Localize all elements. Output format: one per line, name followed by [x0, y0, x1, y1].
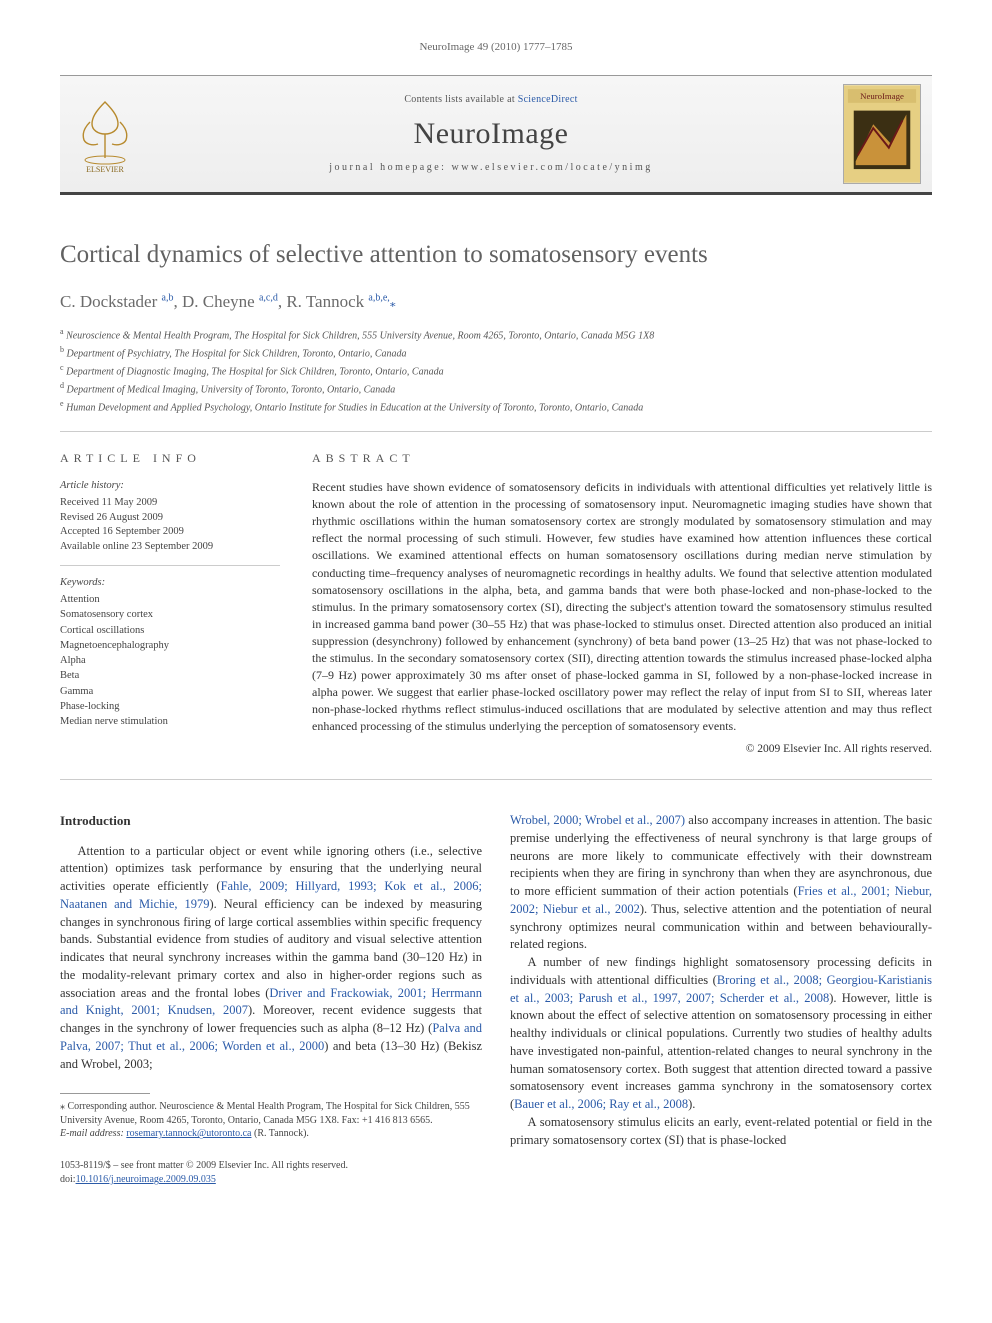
affil-text-d: Department of Medical Imaging, Universit… — [67, 384, 396, 395]
affiliations-block: a Neuroscience & Mental Health Program, … — [60, 326, 932, 432]
article-title: Cortical dynamics of selective attention… — [60, 237, 932, 272]
abstract-text: Recent studies have shown evidence of so… — [312, 479, 932, 734]
affil-key-b: b — [60, 345, 64, 354]
keyword-4: Alpha — [60, 653, 280, 668]
history-line-0: Received 11 May 2009 — [60, 496, 280, 511]
author-1-affil: a,b — [162, 293, 174, 304]
article-info-column: article info Article history: Received 1… — [60, 450, 280, 757]
elsevier-tree-icon: ELSEVIER — [70, 94, 140, 174]
author-1-name: C. Dockstader — [60, 292, 157, 311]
corresponding-email-link[interactable]: rosemary.tannock@utoronto.ca — [126, 1128, 251, 1139]
affiliation-e: e Human Development and Applied Psycholo… — [60, 398, 932, 416]
doi-prefix: doi: — [60, 1174, 76, 1185]
body-two-columns: Introduction Attention to a particular o… — [60, 812, 932, 1187]
intro-paragraph-3: A number of new findings highlight somat… — [510, 954, 932, 1114]
keyword-0: Attention — [60, 592, 280, 607]
info-and-abstract-row: article info Article history: Received 1… — [60, 450, 932, 780]
homepage-url: www.elsevier.com/locate/ynimg — [451, 162, 652, 173]
journal-cover-icon: NeuroImage — [843, 84, 921, 184]
footnotes-block: ⁎ Corresponding author. Neuroscience & M… — [60, 1100, 482, 1141]
keywords-list: Attention Somatosensory cortex Cortical … — [60, 592, 280, 729]
history-label: Article history: — [60, 479, 280, 494]
keyword-5: Beta — [60, 668, 280, 683]
doi-line: doi:10.1016/j.neuroimage.2009.09.035 — [60, 1173, 482, 1187]
article-history-block: Article history: Received 11 May 2009 Re… — [60, 479, 280, 565]
email-attribution: (R. Tannock). — [254, 1128, 309, 1139]
cover-title-text: NeuroImage — [860, 91, 904, 101]
affiliation-d: d Department of Medical Imaging, Univers… — [60, 380, 932, 398]
affiliation-c: c Department of Diagnostic Imaging, The … — [60, 362, 932, 380]
author-2-name: D. Cheyne — [182, 292, 255, 311]
history-line-3: Available online 23 September 2009 — [60, 540, 280, 555]
author-3-name: R. Tannock — [286, 292, 364, 311]
corresponding-star-icon: ⁎ — [390, 296, 396, 310]
author-2-affil: a,c,d — [259, 293, 278, 304]
intro-paragraph-4: A somatosensory stimulus elicits an earl… — [510, 1114, 932, 1150]
journal-cover-box: NeuroImage — [832, 76, 932, 192]
history-line-2: Accepted 16 September 2009 — [60, 525, 280, 540]
footnote-rule — [60, 1093, 150, 1094]
journal-masthead: ELSEVIER Contents lists available at Sci… — [60, 75, 932, 195]
keywords-label: Keywords: — [60, 576, 280, 591]
running-header: NeuroImage 49 (2010) 1777–1785 — [60, 40, 932, 55]
affil-key-e: e — [60, 399, 64, 408]
abstract-copyright: © 2009 Elsevier Inc. All rights reserved… — [312, 741, 932, 757]
affil-text-a: Neuroscience & Mental Health Program, Th… — [66, 331, 654, 342]
affil-key-c: c — [60, 363, 64, 372]
author-3-affil: a,b,e, — [368, 293, 389, 304]
intro-paragraph-2: Wrobel, 2000; Wrobel et al., 2007) also … — [510, 812, 932, 954]
contents-available-line: Contents lists available at ScienceDirec… — [150, 93, 832, 107]
email-footnote: E-mail address: rosemary.tannock@utoront… — [60, 1127, 482, 1141]
masthead-center: Contents lists available at ScienceDirec… — [150, 76, 832, 192]
publisher-logo-box: ELSEVIER — [60, 76, 150, 192]
author-3: R. Tannock a,b,e,⁎ — [286, 292, 395, 311]
affil-text-c: Department of Diagnostic Imaging, The Ho… — [66, 366, 444, 377]
contents-prefix: Contents lists available at — [404, 94, 517, 105]
keyword-6: Gamma — [60, 684, 280, 699]
affil-text-b: Department of Psychiatry, The Hospital f… — [67, 348, 407, 359]
page-footer: 1053-8119/$ – see front matter © 2009 El… — [60, 1159, 482, 1187]
affiliation-a: a Neuroscience & Mental Health Program, … — [60, 326, 932, 344]
affiliation-b: b Department of Psychiatry, The Hospital… — [60, 344, 932, 362]
article-info-heading: article info — [60, 450, 280, 467]
abstract-column: abstract Recent studies have shown evide… — [312, 450, 932, 757]
body-column-left: Introduction Attention to a particular o… — [60, 812, 482, 1187]
intro-paragraph-1: Attention to a particular object or even… — [60, 843, 482, 1074]
affil-text-e: Human Development and Applied Psychology… — [66, 402, 643, 413]
front-matter-line: 1053-8119/$ – see front matter © 2009 El… — [60, 1159, 482, 1173]
history-line-1: Revised 26 August 2009 — [60, 511, 280, 526]
keyword-7: Phase-locking — [60, 699, 280, 714]
corresponding-author-footnote: ⁎ Corresponding author. Neuroscience & M… — [60, 1100, 482, 1127]
sciencedirect-link[interactable]: ScienceDirect — [518, 94, 578, 105]
keyword-8: Median nerve stimulation — [60, 714, 280, 729]
email-label: E-mail address: — [60, 1128, 124, 1139]
affil-key-d: d — [60, 381, 64, 390]
author-2: D. Cheyne a,c,d — [182, 292, 278, 311]
authors-line: C. Dockstader a,b, D. Cheyne a,c,d, R. T… — [60, 290, 932, 314]
doi-link[interactable]: 10.1016/j.neuroimage.2009.09.035 — [76, 1174, 216, 1185]
keyword-3: Magnetoencephalography — [60, 638, 280, 653]
abstract-heading: abstract — [312, 450, 932, 467]
keyword-1: Somatosensory cortex — [60, 607, 280, 622]
elsevier-logo-label: ELSEVIER — [86, 165, 124, 174]
introduction-heading: Introduction — [60, 812, 482, 830]
author-1: C. Dockstader a,b — [60, 292, 173, 311]
body-column-right: Wrobel, 2000; Wrobel et al., 2007) also … — [510, 812, 932, 1187]
journal-homepage-line: journal homepage: www.elsevier.com/locat… — [150, 161, 832, 175]
keyword-2: Cortical oscillations — [60, 623, 280, 638]
journal-name: NeuroImage — [150, 113, 832, 155]
homepage-prefix: journal homepage: — [329, 162, 451, 173]
affil-key-a: a — [60, 327, 64, 336]
